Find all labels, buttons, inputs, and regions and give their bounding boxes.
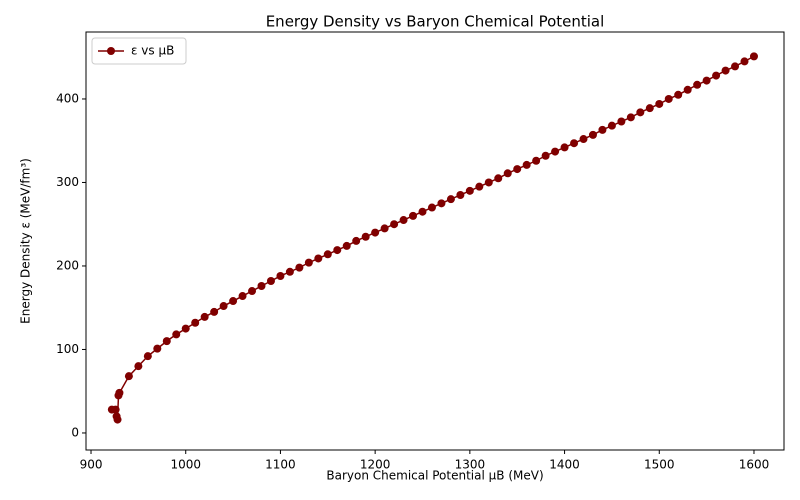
marker (124, 372, 133, 381)
marker (740, 57, 749, 66)
marker (200, 312, 209, 321)
marker (588, 130, 597, 139)
marker (111, 405, 120, 414)
x-tick-label: 1400 (549, 458, 580, 472)
x-tick-label: 1100 (265, 458, 296, 472)
marker (371, 228, 380, 237)
marker (257, 282, 266, 291)
marker (380, 224, 389, 233)
marker (702, 76, 711, 85)
marker (153, 344, 162, 353)
marker (484, 178, 493, 187)
marker (475, 182, 484, 191)
legend-box (91, 37, 187, 65)
marker (494, 174, 503, 183)
marker (304, 258, 313, 267)
marker (560, 143, 569, 152)
marker (276, 271, 285, 280)
marker (295, 263, 304, 272)
marker (248, 287, 257, 296)
plot-frame (85, 31, 785, 451)
marker (645, 104, 654, 113)
marker (162, 337, 171, 346)
marker (446, 195, 455, 204)
legend-label: ε vs μB (131, 44, 174, 58)
marker (323, 250, 332, 259)
marker (617, 117, 626, 126)
marker (238, 292, 247, 301)
marker (427, 203, 436, 212)
marker (437, 199, 446, 208)
marker (399, 216, 408, 225)
marker (683, 85, 692, 94)
marker (285, 267, 294, 276)
y-tick-label: 0 (71, 425, 79, 439)
marker (712, 71, 721, 80)
y-tick-label: 200 (56, 258, 79, 272)
marker (731, 62, 740, 71)
marker (181, 324, 190, 333)
marker (390, 220, 399, 229)
marker (693, 80, 702, 89)
marker (191, 318, 200, 327)
y-tick-label: 400 (56, 91, 79, 105)
marker (664, 94, 673, 103)
marker (674, 90, 683, 99)
marker (219, 302, 228, 311)
y-axis-label: Energy Density ε (MeV/fm³) (19, 158, 33, 324)
marker (655, 99, 664, 108)
marker (579, 135, 588, 144)
marker (598, 125, 607, 134)
y-tick-label: 300 (56, 175, 79, 189)
x-tick-label: 1300 (455, 458, 486, 472)
marker (134, 362, 143, 371)
marker (570, 139, 579, 148)
x-axis-label: Baryon Chemical Potential μB (MeV) (326, 469, 543, 483)
x-tick-label: 1000 (170, 458, 201, 472)
marker (266, 276, 275, 285)
marker (210, 307, 219, 316)
chart-title: Energy Density vs Baryon Chemical Potent… (266, 13, 605, 31)
x-tick-label: 1600 (739, 458, 770, 472)
marker (333, 246, 342, 255)
marker (607, 121, 616, 130)
marker (551, 147, 560, 156)
series-line (111, 55, 755, 420)
marker (626, 113, 635, 122)
marker (172, 330, 181, 339)
marker (115, 388, 124, 397)
marker (342, 241, 351, 250)
marker (465, 186, 474, 195)
marker (541, 151, 550, 160)
marker (503, 169, 512, 178)
marker (532, 156, 541, 165)
marker (314, 254, 323, 263)
x-tick-label: 1500 (644, 458, 675, 472)
legend-marker (107, 47, 115, 55)
marker (636, 108, 645, 117)
y-tick-label: 100 (56, 342, 79, 356)
marker (749, 52, 758, 61)
x-tick-label: 1200 (360, 458, 391, 472)
x-tick-label: 900 (80, 458, 103, 472)
marker (229, 297, 238, 306)
marker (113, 415, 122, 424)
marker (409, 211, 418, 220)
marker (456, 190, 465, 199)
marker (513, 165, 522, 174)
marker (721, 66, 730, 75)
marker (522, 160, 531, 169)
marker (418, 207, 427, 216)
marker (361, 232, 370, 241)
marker (352, 236, 361, 245)
marker (143, 352, 152, 361)
